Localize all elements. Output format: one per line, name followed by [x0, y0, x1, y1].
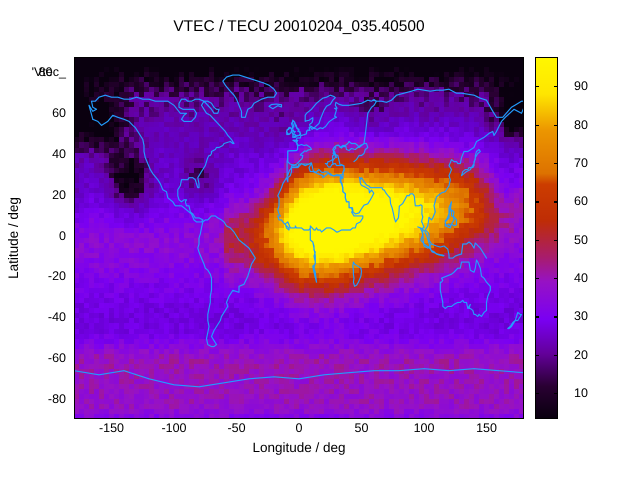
svg-text:Latitude / deg: Latitude / deg	[6, 197, 21, 279]
